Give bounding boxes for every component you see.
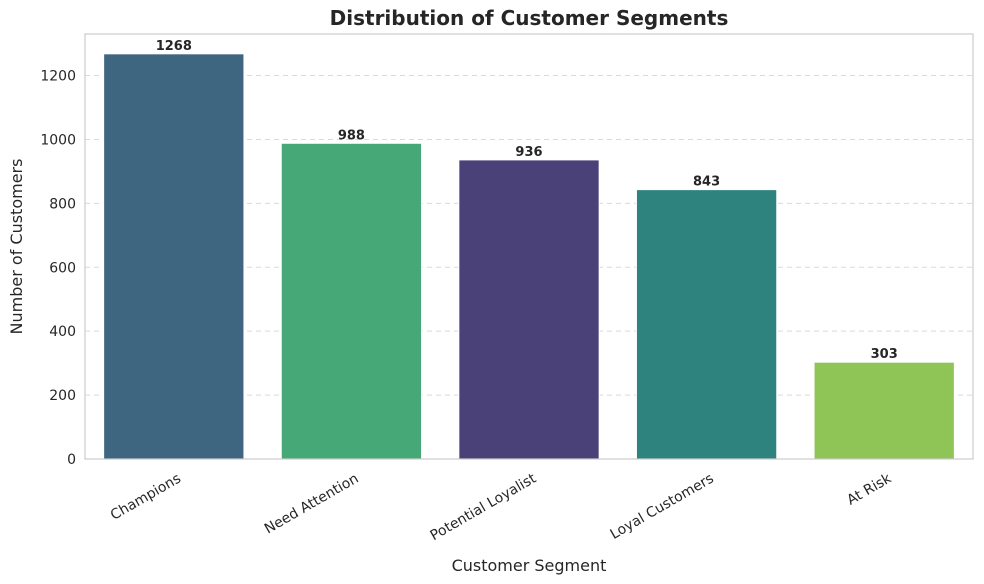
bars	[103, 53, 955, 460]
x-axis-ticks: Champions Need Attention Potential Loyalis…	[108, 470, 895, 544]
y-tick-label: 600	[49, 260, 76, 276]
x-tick-label: Champions	[108, 471, 184, 524]
bar-value-labels: 1268 988 936 843 303	[156, 39, 898, 362]
x-tick-label: Potential Loyalist	[428, 470, 540, 544]
y-tick-label: 1200	[40, 69, 76, 85]
y-axis-ticks: 0 200 400 600 800 1000 1200	[40, 69, 76, 468]
y-tick-label: 1000	[40, 132, 76, 148]
bar-value-label: 936	[515, 145, 542, 160]
bar-value-label: 303	[871, 347, 898, 362]
bar	[103, 53, 245, 460]
y-tick-label: 0	[67, 452, 76, 468]
x-tick-label: Need Attention	[262, 471, 362, 538]
bar-value-label: 843	[693, 175, 720, 190]
bar	[280, 142, 423, 460]
bar	[635, 189, 778, 460]
bar-value-label: 1268	[156, 39, 192, 54]
bar-value-label: 988	[338, 128, 365, 143]
plot-frame	[84, 33, 974, 460]
chart-title: Distribution of Customer Segments	[330, 6, 729, 30]
bar	[813, 361, 955, 460]
x-axis-label: Customer Segment	[452, 556, 607, 575]
y-axis-label: Number of Customers	[7, 159, 26, 335]
x-tick-label: At Risk	[844, 470, 895, 508]
bar	[458, 159, 600, 460]
y-tick-label: 200	[49, 388, 76, 404]
x-tick-label: Loyal Customers	[608, 471, 717, 543]
y-tick-label: 800	[49, 196, 76, 212]
y-tick-label: 400	[49, 324, 76, 340]
